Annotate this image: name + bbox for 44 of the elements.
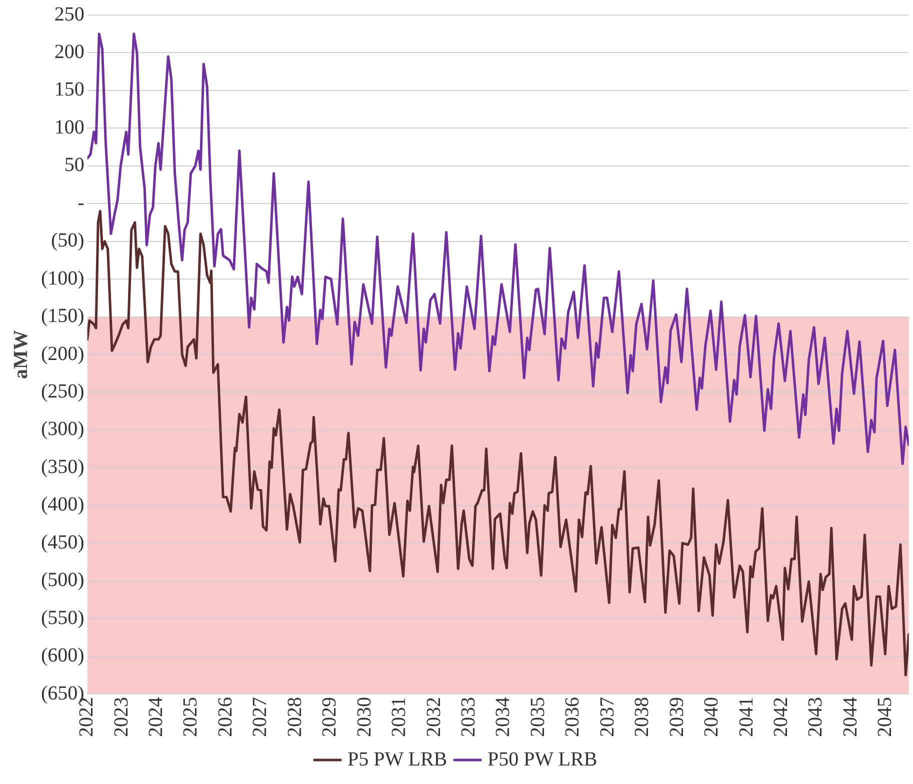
y-tick-label: 250 <box>54 3 84 26</box>
x-tick-label: 2043 <box>804 697 827 737</box>
y-tick-label: (300) <box>40 418 84 440</box>
y-tick-label: 200 <box>54 40 84 63</box>
y-tick-label: (550) <box>40 606 84 629</box>
x-tick-label: 2031 <box>388 697 410 737</box>
y-tick-label: 150 <box>54 78 84 101</box>
x-tick-label: 2039 <box>666 697 688 737</box>
x-tick-label: 2040 <box>700 697 723 737</box>
y-tick-label: (450) <box>40 531 84 554</box>
x-tick-label: 2036 <box>562 697 584 737</box>
y-tick-label: 50 <box>64 154 84 176</box>
x-tick-label: 2041 <box>735 697 758 737</box>
y-tick-label: (100) <box>40 267 84 290</box>
x-tick-label: 2042 <box>770 697 792 737</box>
x-tick-label: 2028 <box>284 697 306 737</box>
x-tick-label: 2034 <box>492 697 514 737</box>
y-tick-label: - <box>78 192 84 214</box>
y-tick-label: (250) <box>40 380 84 402</box>
x-tick-label: 2030 <box>353 697 376 737</box>
y-axis-title: aMW <box>10 330 32 379</box>
y-tick-label: 100 <box>54 116 84 138</box>
y-tick-label: (200) <box>40 342 84 365</box>
x-tick-label: 2027 <box>249 697 272 737</box>
x-tick-label: 2045 <box>874 697 896 737</box>
y-tick-label: (500) <box>40 569 84 592</box>
x-tick-label: 2038 <box>631 697 654 737</box>
y-tick-label: (400) <box>40 494 84 516</box>
x-tick-label: 2023 <box>110 697 132 737</box>
x-tick-label: 2033 <box>457 697 480 737</box>
y-tick-label: (50) <box>50 230 84 252</box>
x-tick-label: 2035 <box>526 697 549 737</box>
y-tick-label: (350) <box>40 456 84 478</box>
x-tick-label: 2025 <box>180 697 202 737</box>
y-tick-label: (600) <box>40 644 84 667</box>
legend-label: P5 PW LRB <box>347 748 448 770</box>
x-tick-label: 2024 <box>145 697 168 737</box>
y-tick-label: (150) <box>40 305 84 328</box>
x-tick-label: 2044 <box>839 697 862 737</box>
legend-label: P50 PW LRB <box>488 748 598 770</box>
x-tick-label: 2026 <box>214 697 236 737</box>
x-tick-label: 2037 <box>596 697 618 737</box>
x-tick-label: 2032 <box>422 697 445 737</box>
x-tick-label: 2029 <box>318 697 341 737</box>
